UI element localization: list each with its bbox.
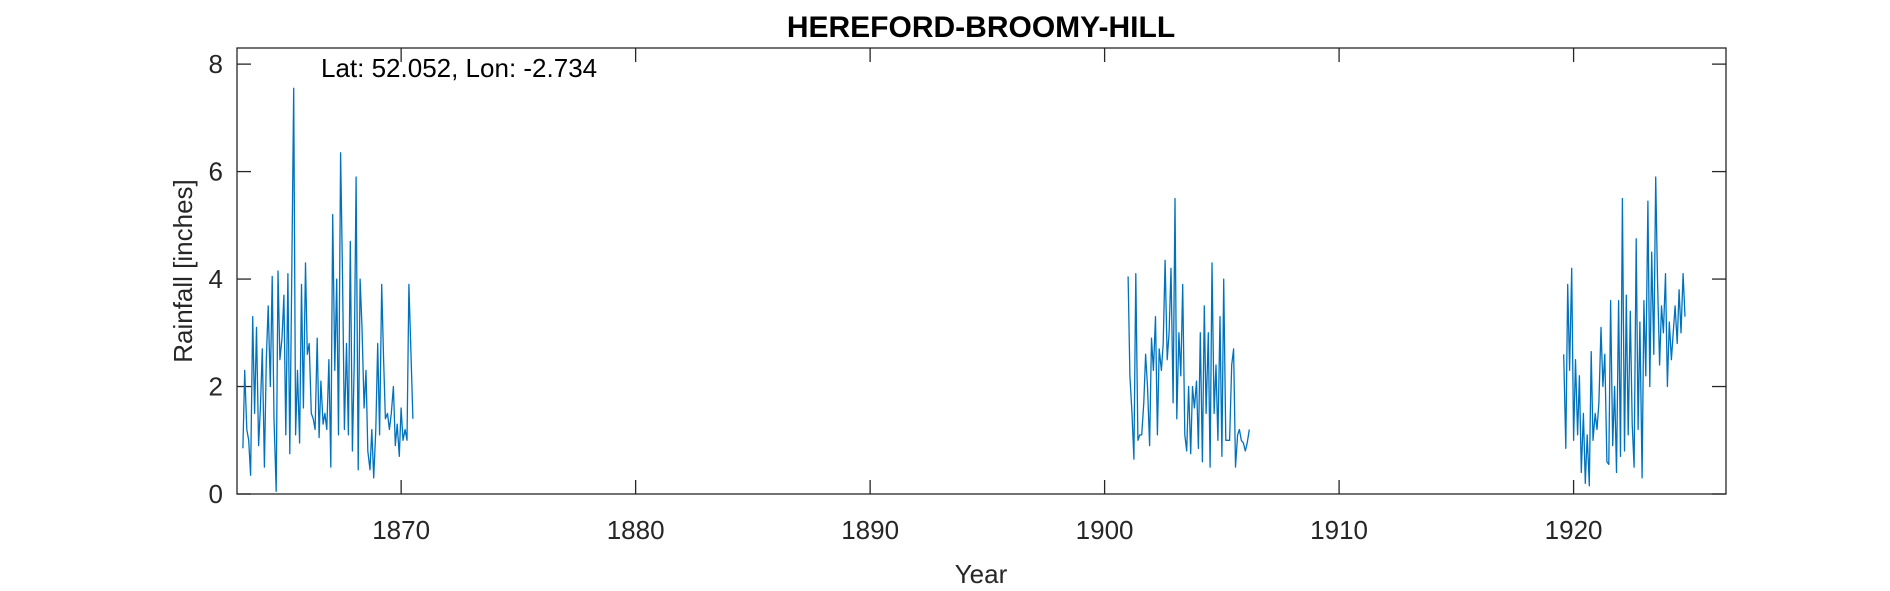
y-axis-ticks: 0 2 4 6 8 (209, 49, 1726, 509)
y-tick-label: 2 (209, 372, 223, 402)
x-axis-label: Year (955, 559, 1008, 589)
y-tick-label: 4 (209, 264, 223, 294)
y-tick-label: 6 (209, 157, 223, 187)
x-tick-label: 1910 (1310, 515, 1368, 545)
rainfall-line-segment (242, 87, 414, 492)
location-annotation: Lat: 52.052, Lon: -2.734 (321, 53, 597, 83)
x-tick-label: 1900 (1076, 515, 1134, 545)
x-tick-label: 1890 (841, 515, 899, 545)
y-axis-label: Rainfall [inches] (168, 179, 198, 363)
x-tick-label: 1870 (372, 515, 430, 545)
chart-title: HEREFORD-BROOMY-HILL (787, 11, 1175, 44)
rainfall-line-segment (1563, 176, 1686, 487)
rainfall-line-segment (1127, 197, 1250, 468)
x-tick-label: 1880 (607, 515, 665, 545)
plot-area (236, 47, 1727, 495)
rainfall-series (242, 87, 1686, 492)
y-tick-label: 0 (209, 479, 223, 509)
x-tick-label: 1920 (1545, 515, 1603, 545)
y-tick-label: 8 (209, 49, 223, 79)
x-axis-ticks: 1870 1880 1890 1900 1910 1920 (372, 48, 1603, 545)
